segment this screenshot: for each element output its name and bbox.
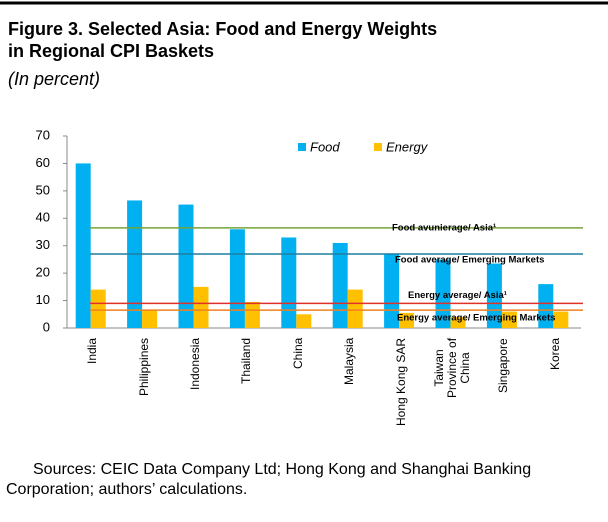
chart-title: Figure 3. Selected Asia: Food and Energy… bbox=[8, 19, 437, 61]
y-tick-label: 20 bbox=[36, 265, 50, 280]
chart-subtitle: (In percent) bbox=[8, 69, 100, 89]
bar bbox=[178, 204, 194, 328]
y-tick-label: 50 bbox=[36, 182, 50, 197]
bar bbox=[296, 314, 312, 328]
y-tick-label: 0 bbox=[43, 319, 50, 334]
bar bbox=[347, 289, 363, 328]
bar bbox=[486, 263, 502, 328]
reference-label: Energy average/ Emerging Markets bbox=[397, 313, 555, 324]
legend-label: Energy bbox=[386, 139, 429, 154]
x-tick-label: Singapore bbox=[496, 338, 511, 393]
bar bbox=[450, 317, 466, 328]
y-tick-label: 70 bbox=[36, 127, 50, 142]
bar bbox=[127, 200, 143, 328]
x-tick-label: Korea bbox=[547, 337, 562, 370]
x-tick-label: India bbox=[85, 337, 100, 364]
y-tick-label: 40 bbox=[36, 210, 50, 225]
x-tick-label: Taiwan Province of China bbox=[432, 337, 472, 398]
legend-label: Food bbox=[310, 139, 340, 154]
bar bbox=[75, 163, 91, 328]
y-tick-label: 30 bbox=[36, 237, 50, 252]
y-tick-label: 10 bbox=[36, 292, 50, 307]
bar bbox=[193, 286, 209, 328]
y-tick-label: 60 bbox=[36, 155, 50, 170]
source-note: Sources: CEIC Data Company Ltd; Hong Kon… bbox=[6, 461, 532, 498]
reference-label: Food average/ Emerging Markets bbox=[395, 254, 544, 265]
x-tick-label: Malaysia bbox=[342, 337, 357, 385]
bar bbox=[399, 312, 415, 328]
x-tick-label: Indonesia bbox=[188, 337, 202, 390]
reference-label: Energy average/ Asia¹ bbox=[408, 290, 507, 301]
bar bbox=[501, 311, 517, 328]
bar bbox=[281, 237, 297, 328]
x-tick-label: China bbox=[290, 337, 305, 369]
reference-label: Food avunierage/ Asia¹ bbox=[392, 222, 496, 233]
bar bbox=[538, 284, 554, 328]
x-tick-label: Philippines bbox=[136, 337, 151, 396]
bar bbox=[90, 289, 106, 328]
x-tick-label: Hong Kong SAR bbox=[393, 337, 408, 426]
bar bbox=[332, 242, 348, 328]
bar bbox=[142, 310, 158, 328]
legend-swatch bbox=[298, 143, 306, 151]
bar bbox=[229, 229, 245, 328]
bar bbox=[244, 301, 260, 328]
legend-swatch bbox=[374, 143, 382, 151]
bar bbox=[553, 311, 569, 328]
x-tick-label: Thailand bbox=[239, 337, 254, 384]
